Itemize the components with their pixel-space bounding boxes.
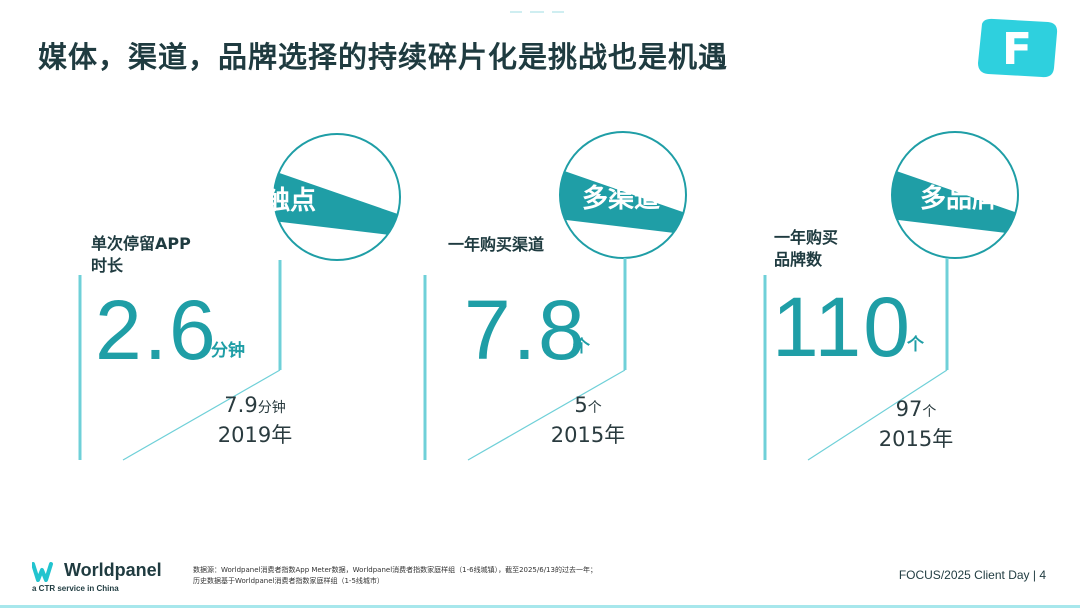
top-decoration [508, 0, 568, 13]
current-value: 7.8 [464, 283, 587, 377]
data-source-note: 数据源：Worldpanel消费者指数App Meter数据，Worldpane… [193, 565, 597, 587]
current-unit: 分钟 [211, 341, 245, 361]
page-title: 媒体，渠道，品牌选择的持续碎片化是挑战也是机遇 [38, 40, 729, 74]
focus-logo: F [972, 16, 1060, 84]
past-value: 97 [895, 397, 923, 421]
panel-multi-brand: 多品牌 一年购买 品牌数 110 个 97个 2015年 [760, 120, 1080, 480]
past-year: 2015年 [550, 423, 626, 447]
past-unit: 个 [587, 400, 602, 416]
panel-decoration [763, 131, 1019, 461]
past-value: 7.9 [224, 393, 258, 417]
tag-label: 多触点 [238, 186, 317, 216]
current-value: 110 [772, 280, 912, 374]
source-line: 历史数据基于Worldpanel消费者指数家庭样组（1-5线城市） [193, 577, 384, 585]
brand-name: Worldpanel [64, 560, 162, 580]
past-value-block: 7.9分钟 2019年 [195, 392, 315, 449]
past-unit: 个 [922, 404, 937, 420]
brand-subtitle: a CTR service in China [32, 584, 119, 593]
current-value: 2.6 [95, 283, 218, 377]
tag-label: 多渠道 [582, 184, 661, 214]
current-unit: 个 [573, 337, 590, 357]
panel-multi-channel: 多渠道 一年购买渠道 7.8 个 5个 2015年 [420, 120, 740, 480]
metric-line: 一年购买 [774, 228, 839, 247]
source-line: 数据源：Worldpanel消费者指数App Meter数据，Worldpane… [193, 566, 597, 574]
bottom-accent-bar [0, 605, 1080, 608]
worldpanel-logo-icon [32, 562, 53, 582]
past-value: 5 [574, 393, 588, 417]
metric-label: 一年购买 品牌数 [774, 227, 838, 271]
logo-letter: F [1002, 24, 1032, 75]
metric-line: 一年购买渠道 [448, 235, 545, 254]
current-unit: 个 [907, 335, 924, 355]
panel-decoration [423, 131, 687, 461]
metric-label: 一年购买渠道 [448, 234, 544, 256]
metric-line: 单次停留APP [91, 234, 191, 253]
metric-line: 时长 [91, 256, 124, 275]
past-year: 2015年 [878, 427, 954, 451]
past-year: 2019年 [217, 423, 293, 447]
page-label: FOCUS/2025 Client Day | 4 [898, 568, 1046, 582]
past-value-block: 97个 2015年 [868, 396, 964, 453]
tag-label: 多品牌 [920, 184, 999, 214]
metric-line: 品牌数 [774, 250, 823, 269]
past-value-block: 5个 2015年 [540, 392, 636, 449]
metric-label: 单次停留APP 时长 [91, 233, 191, 277]
past-unit: 分钟 [257, 400, 286, 416]
panel-decoration [78, 133, 401, 461]
panel-multi-touchpoint: 多触点 单次停留APP 时长 2.6 分钟 7.9分钟 2019年 [75, 120, 401, 480]
